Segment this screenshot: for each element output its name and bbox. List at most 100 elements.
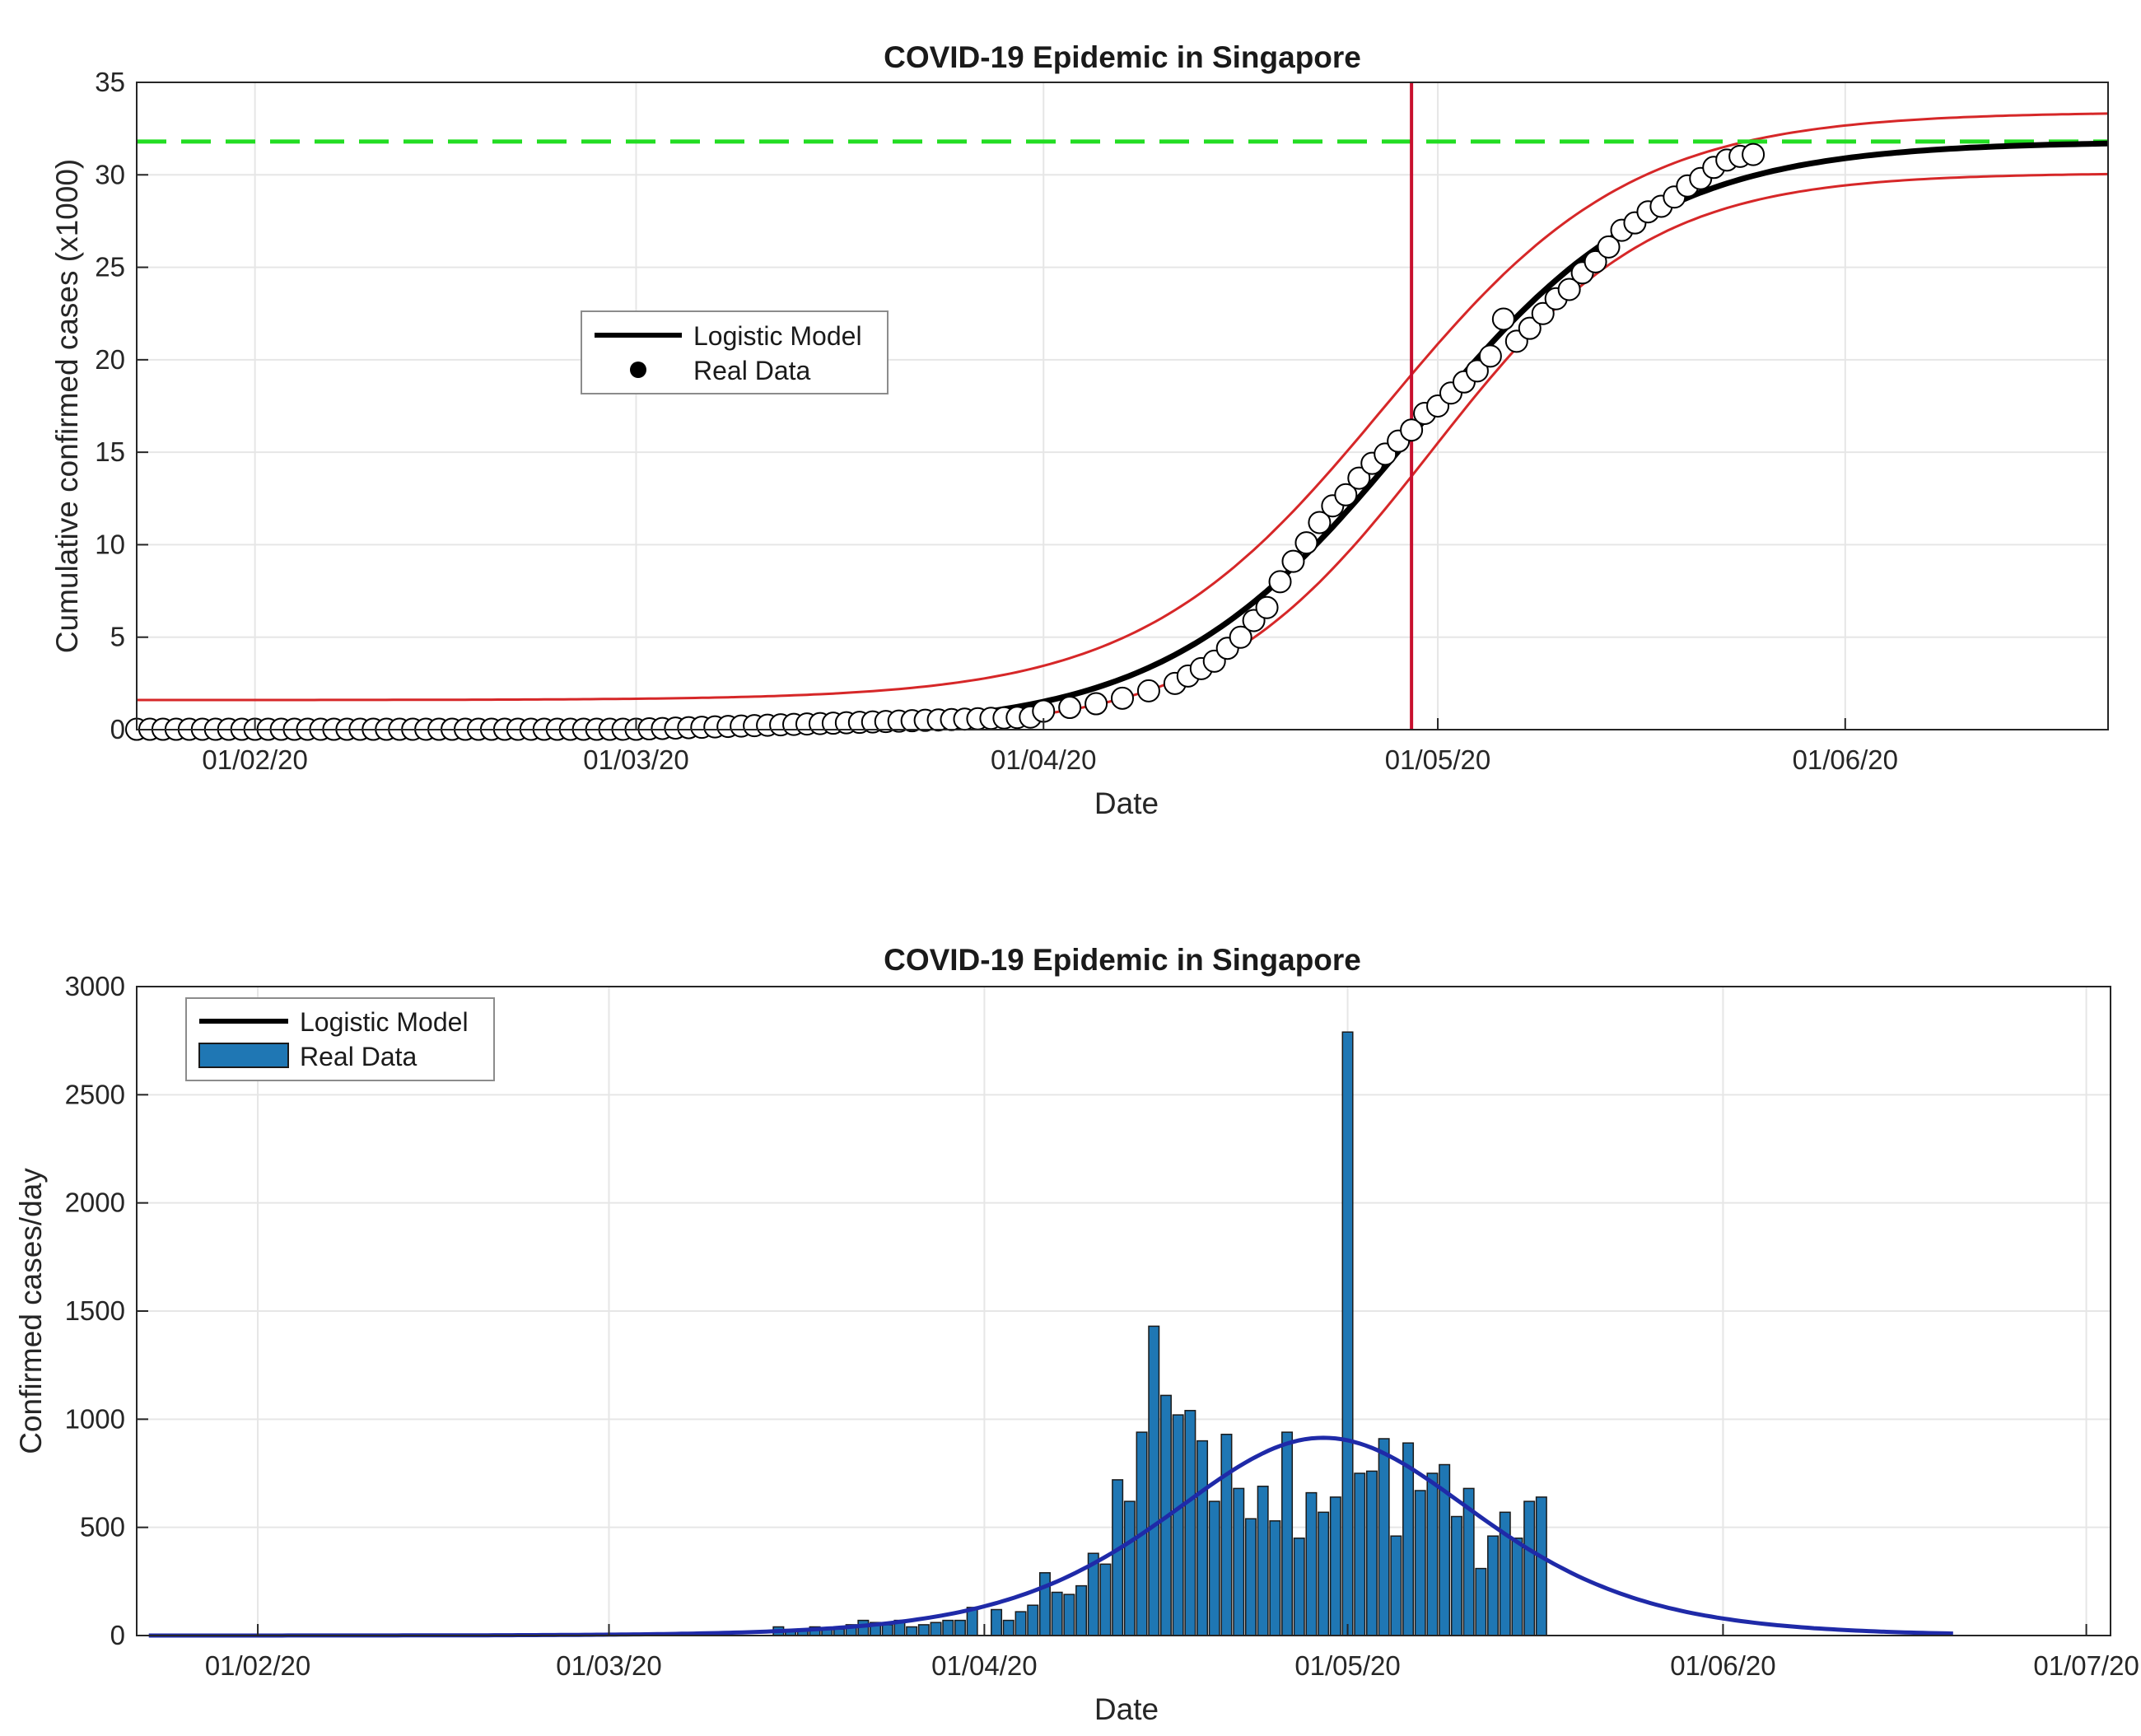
daily-bar [1281, 1431, 1294, 1636]
y-tick-label: 1000 [65, 1403, 125, 1434]
real-data-point [1111, 686, 1134, 710]
daily-bar [1511, 1538, 1523, 1636]
daily-bar [1099, 1563, 1112, 1636]
cumulative-legend-box [581, 310, 889, 394]
y-tick-label: 0 [110, 1620, 125, 1650]
daily-bar [1329, 1496, 1341, 1636]
daily-bar [1027, 1604, 1039, 1636]
x-tick-label: 01/06/20 [1670, 1650, 1775, 1681]
real-data-point [1478, 344, 1502, 368]
daily-chart-title: COVID-19 Epidemic in Singapore [884, 943, 1361, 977]
y-tick-label: 500 [80, 1512, 125, 1542]
y-tick-label: 2000 [65, 1188, 125, 1218]
real-data-point [1281, 549, 1305, 573]
real-data-point [1557, 278, 1581, 301]
cumulative-chart-title: COVID-19 Epidemic in Singapore [884, 40, 1361, 74]
daily-bar [1244, 1518, 1257, 1636]
upper-bound-curve [137, 112, 2109, 702]
real-data-point [1400, 418, 1424, 442]
real-data-point [1491, 307, 1515, 331]
real-data-point [1531, 301, 1555, 325]
y-tick-label: 3000 [65, 971, 125, 1001]
daily-bar [1354, 1472, 1366, 1636]
daily-bar [1038, 1572, 1051, 1636]
x-tick-label: 01/07/20 [2033, 1650, 2139, 1681]
daily-bar [1390, 1535, 1402, 1636]
daily-bar [1123, 1500, 1136, 1636]
daily-cases-chart: 01/02/20 01/03/20 01/04/20 01/05/20 01/06/20… [14, 943, 2139, 1726]
real-data-point [1084, 692, 1108, 716]
daily-bar [1318, 1511, 1330, 1636]
real-data-point [1255, 595, 1279, 619]
daily-bar [906, 1626, 918, 1636]
real-data-point [1308, 511, 1332, 534]
real-data-point [1136, 679, 1160, 702]
cumulative-plot-area [137, 82, 2108, 730]
daily-bar [1015, 1611, 1027, 1636]
daily-bar [1208, 1500, 1220, 1636]
real-data-point [1347, 466, 1371, 490]
daily-bar [1051, 1591, 1063, 1636]
y-tick-label: 20 [95, 344, 125, 375]
cumulative-cases-chart: 01/02/20 01/03/20 01/04/20 01/05/20 01/06/20… [50, 40, 2109, 820]
y-tick-label: 5 [110, 622, 125, 652]
daily-bar [1233, 1487, 1245, 1636]
x-tick-label: 01/04/20 [931, 1650, 1037, 1681]
legend-real-data-dot-swatch [630, 362, 646, 378]
daily-bar [1269, 1520, 1281, 1636]
x-tick-label: 01/02/20 [202, 744, 307, 775]
real-data-point [1334, 483, 1358, 506]
daily-bar [930, 1622, 942, 1636]
real-data-point [1597, 235, 1621, 259]
real-data-point [1294, 531, 1318, 555]
legend-real-data-label: Real Data [693, 356, 811, 385]
daily-bar [1063, 1594, 1075, 1636]
legend-real-data-label-2: Real Data [300, 1042, 417, 1071]
x-tick-label: 01/06/20 [1793, 744, 1898, 775]
real-data-point [1584, 250, 1607, 273]
daily-bar [1002, 1619, 1015, 1636]
daily-bar [1220, 1433, 1233, 1636]
x-tick-label: 01/02/20 [205, 1650, 310, 1681]
legend-logistic-model-label-2: Logistic Model [300, 1007, 469, 1037]
daily-bar [1535, 1496, 1547, 1636]
y-tick-label: 2500 [65, 1079, 125, 1109]
daily-bar [1148, 1325, 1160, 1636]
real-data-point [1742, 142, 1766, 166]
y-tick-label: 10 [95, 529, 125, 559]
real-data-point [1268, 570, 1292, 594]
daily-bar [917, 1624, 930, 1636]
daily-y-axis-label: Confirmed cases/day [14, 1168, 48, 1454]
daily-bar [1414, 1490, 1426, 1636]
daily-tick-labels: 01/02/20 01/03/20 01/04/20 01/05/20 01/06/20… [65, 971, 2139, 1681]
real-data-point [1518, 316, 1542, 340]
real-data-point [1058, 696, 1082, 720]
daily-bar [881, 1624, 893, 1636]
cumulative-tick-labels: 01/02/20 01/03/20 01/04/20 01/05/20 01/06/20… [95, 67, 1898, 775]
daily-bar [1523, 1500, 1536, 1636]
cumulative-legend: Logistic Model Real Data [581, 310, 889, 394]
daily-bar [942, 1619, 954, 1636]
y-tick-label: 0 [110, 714, 125, 744]
daily-bar [1450, 1515, 1462, 1636]
cumulative-x-axis-label: Date [1094, 786, 1159, 820]
daily-x-axis-label: Date [1094, 1692, 1159, 1726]
y-tick-label: 25 [95, 252, 125, 282]
y-tick-label: 35 [95, 67, 125, 97]
x-tick-label: 01/04/20 [991, 744, 1096, 775]
daily-bar [991, 1608, 1003, 1636]
y-tick-label: 15 [95, 436, 125, 467]
daily-bar [1075, 1584, 1088, 1636]
daily-bar [1293, 1538, 1305, 1636]
x-tick-label: 01/05/20 [1385, 744, 1490, 775]
x-tick-label: 01/03/20 [556, 1650, 661, 1681]
daily-bar [1341, 1031, 1354, 1636]
y-tick-label: 1500 [65, 1295, 125, 1326]
real-data-point [1229, 625, 1252, 649]
daily-bar [1112, 1479, 1124, 1636]
y-tick-label: 30 [95, 159, 125, 189]
daily-bar [1184, 1410, 1196, 1636]
daily-bar [1365, 1470, 1378, 1636]
daily-bar [954, 1619, 966, 1636]
